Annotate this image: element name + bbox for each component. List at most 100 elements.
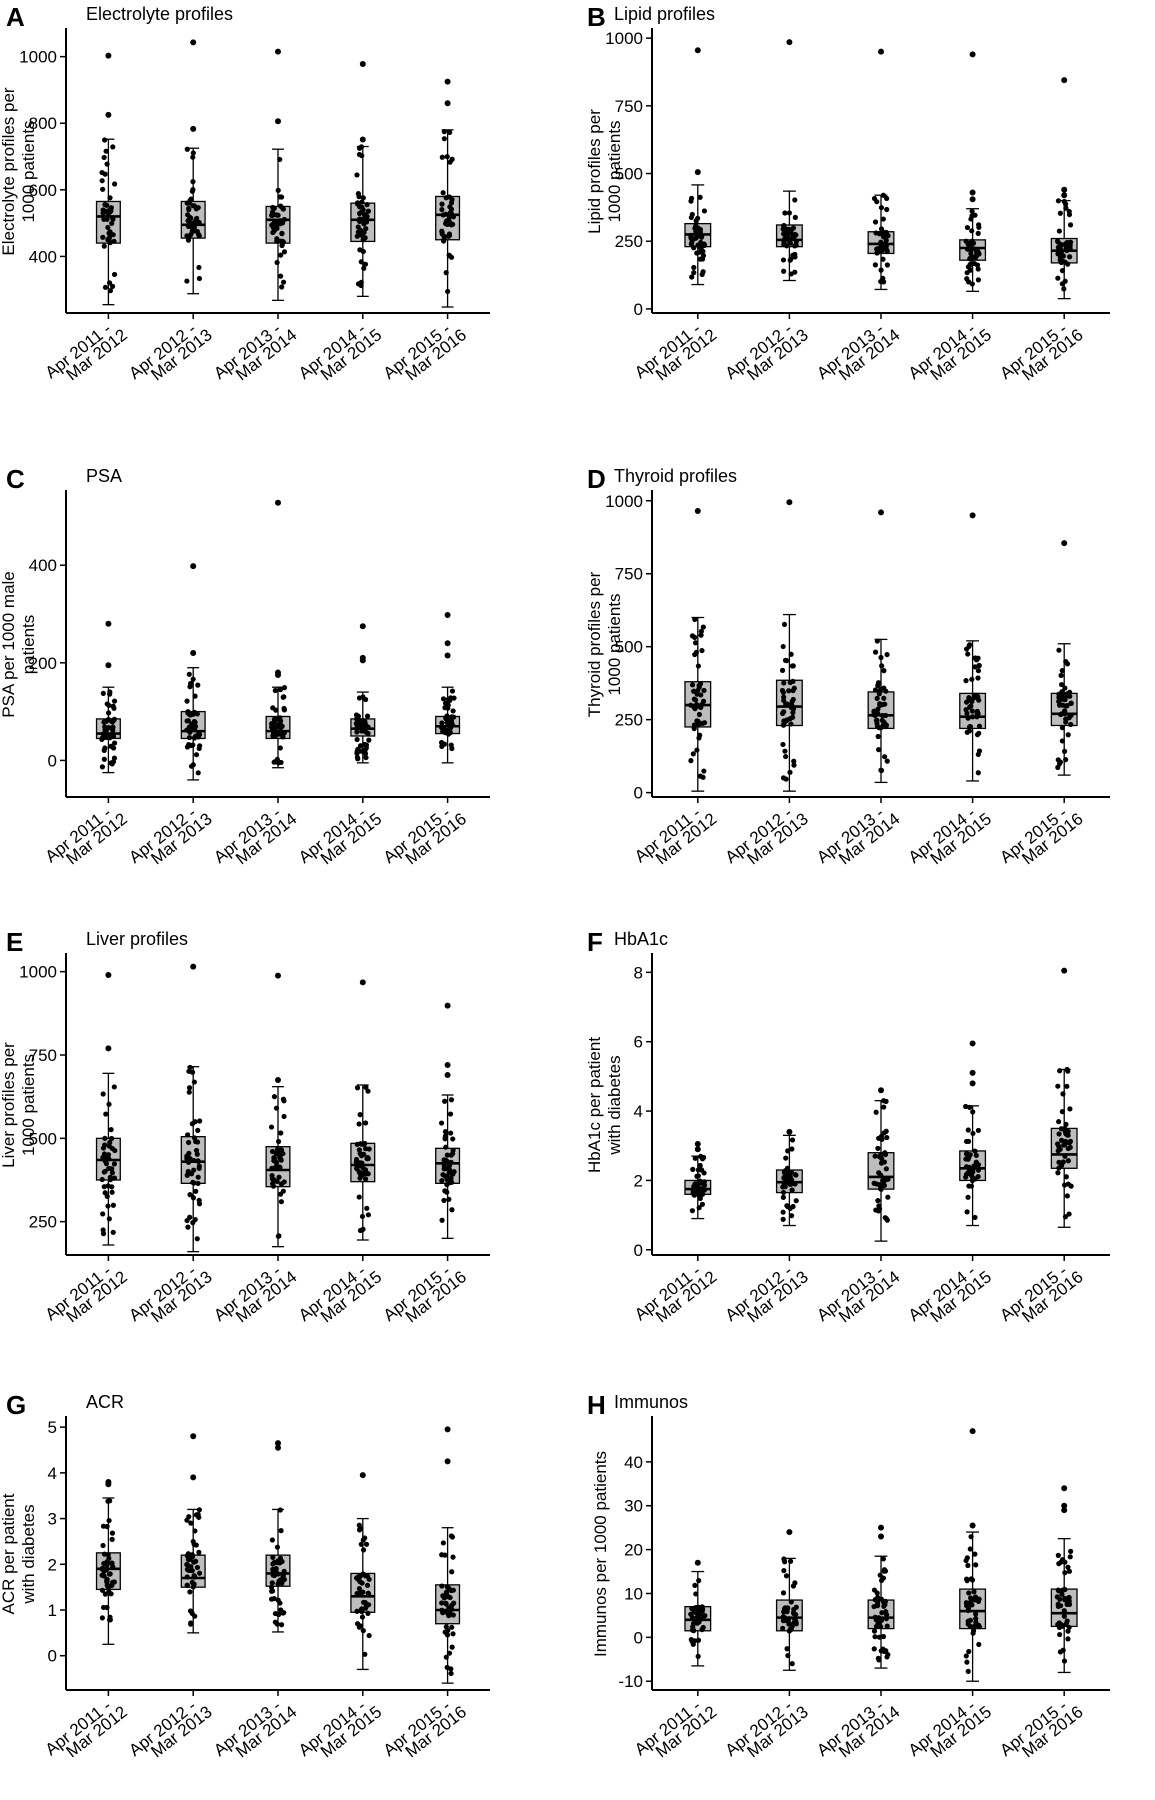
data-point	[698, 704, 704, 711]
data-point	[270, 705, 276, 711]
data-point	[1059, 1109, 1065, 1115]
data-point	[277, 1559, 283, 1565]
data-point	[193, 206, 199, 212]
data-point	[184, 1574, 190, 1580]
data-point	[277, 686, 284, 693]
data-point	[184, 1561, 190, 1568]
data-point	[106, 1517, 112, 1524]
data-point	[701, 720, 708, 726]
data-point	[366, 737, 372, 743]
data-point	[963, 646, 970, 652]
outlier-point	[105, 972, 112, 978]
data-point	[102, 724, 108, 730]
outlier-point	[786, 39, 793, 46]
data-point	[780, 1625, 786, 1631]
data-point	[353, 712, 360, 718]
data-point	[880, 192, 886, 198]
data-point	[874, 1603, 881, 1609]
data-point	[966, 695, 972, 701]
y-tick-label: 750	[615, 565, 643, 584]
data-point	[357, 1162, 363, 1169]
data-point	[443, 211, 449, 217]
data-point	[448, 695, 454, 701]
data-point	[102, 1135, 108, 1142]
data-point	[1056, 1165, 1062, 1171]
data-point	[880, 256, 886, 262]
data-point	[449, 196, 455, 203]
data-point	[272, 1610, 279, 1617]
data-point	[440, 1610, 446, 1616]
data-point	[360, 248, 366, 255]
data-point	[281, 1113, 287, 1120]
data-point	[106, 235, 113, 241]
y-axis-label: 1000 patients	[19, 1054, 38, 1156]
data-point	[109, 1170, 115, 1176]
data-point	[443, 1654, 449, 1660]
data-point	[106, 1216, 112, 1222]
data-point	[278, 1130, 284, 1136]
data-point	[447, 1594, 453, 1601]
data-point	[780, 1216, 786, 1222]
data-point	[110, 232, 116, 238]
data-point	[448, 206, 455, 212]
data-point	[277, 156, 283, 163]
data-point	[99, 735, 106, 741]
data-point	[966, 242, 972, 248]
data-point	[883, 1166, 889, 1172]
y-tick-label: -10	[618, 1672, 643, 1691]
data-point	[194, 215, 200, 221]
data-point	[1062, 1214, 1069, 1220]
data-point	[1065, 1181, 1071, 1187]
outlier-point	[878, 48, 884, 55]
data-point	[362, 1176, 369, 1182]
data-point	[270, 1554, 276, 1560]
data-point	[699, 1180, 705, 1186]
y-tick-label: 400	[29, 247, 57, 266]
data-point	[875, 1145, 881, 1151]
data-point	[273, 1568, 279, 1575]
data-point	[975, 711, 981, 717]
y-tick-label: 8	[634, 963, 643, 982]
data-point	[359, 199, 365, 205]
data-point	[195, 1180, 201, 1187]
data-point	[975, 694, 981, 700]
data-point	[362, 1167, 369, 1173]
data-point	[785, 1652, 791, 1659]
data-point	[882, 1151, 889, 1158]
data-point	[449, 1569, 455, 1575]
data-point	[449, 1534, 456, 1540]
data-point	[788, 705, 795, 711]
data-point	[881, 719, 887, 726]
data-point	[443, 270, 449, 276]
data-point	[966, 1590, 972, 1596]
data-point	[356, 151, 363, 158]
data-point	[106, 1165, 112, 1171]
data-point	[191, 1581, 197, 1587]
data-point	[450, 1136, 456, 1142]
data-point	[1062, 697, 1068, 703]
data-point	[875, 680, 882, 686]
data-point	[102, 1190, 108, 1196]
data-point	[185, 1132, 191, 1138]
outlier-point	[786, 1529, 793, 1536]
data-point	[362, 1599, 368, 1606]
y-tick-label: 0	[634, 1241, 643, 1260]
data-point	[1063, 1121, 1069, 1128]
outlier-point	[190, 650, 197, 657]
data-point	[278, 718, 284, 724]
panel-letter: G	[6, 1390, 26, 1420]
data-point	[442, 1552, 448, 1558]
data-point	[883, 1616, 890, 1622]
data-point	[1056, 228, 1062, 234]
data-point	[100, 186, 106, 192]
data-point	[874, 246, 880, 252]
data-point	[187, 1589, 193, 1595]
data-point	[363, 754, 369, 761]
data-point	[975, 770, 981, 776]
data-point	[101, 756, 107, 762]
data-point	[967, 1167, 973, 1173]
data-point	[360, 195, 366, 201]
data-point	[1062, 685, 1068, 691]
y-tick-label: 3	[48, 1510, 57, 1529]
data-point	[871, 1587, 878, 1593]
